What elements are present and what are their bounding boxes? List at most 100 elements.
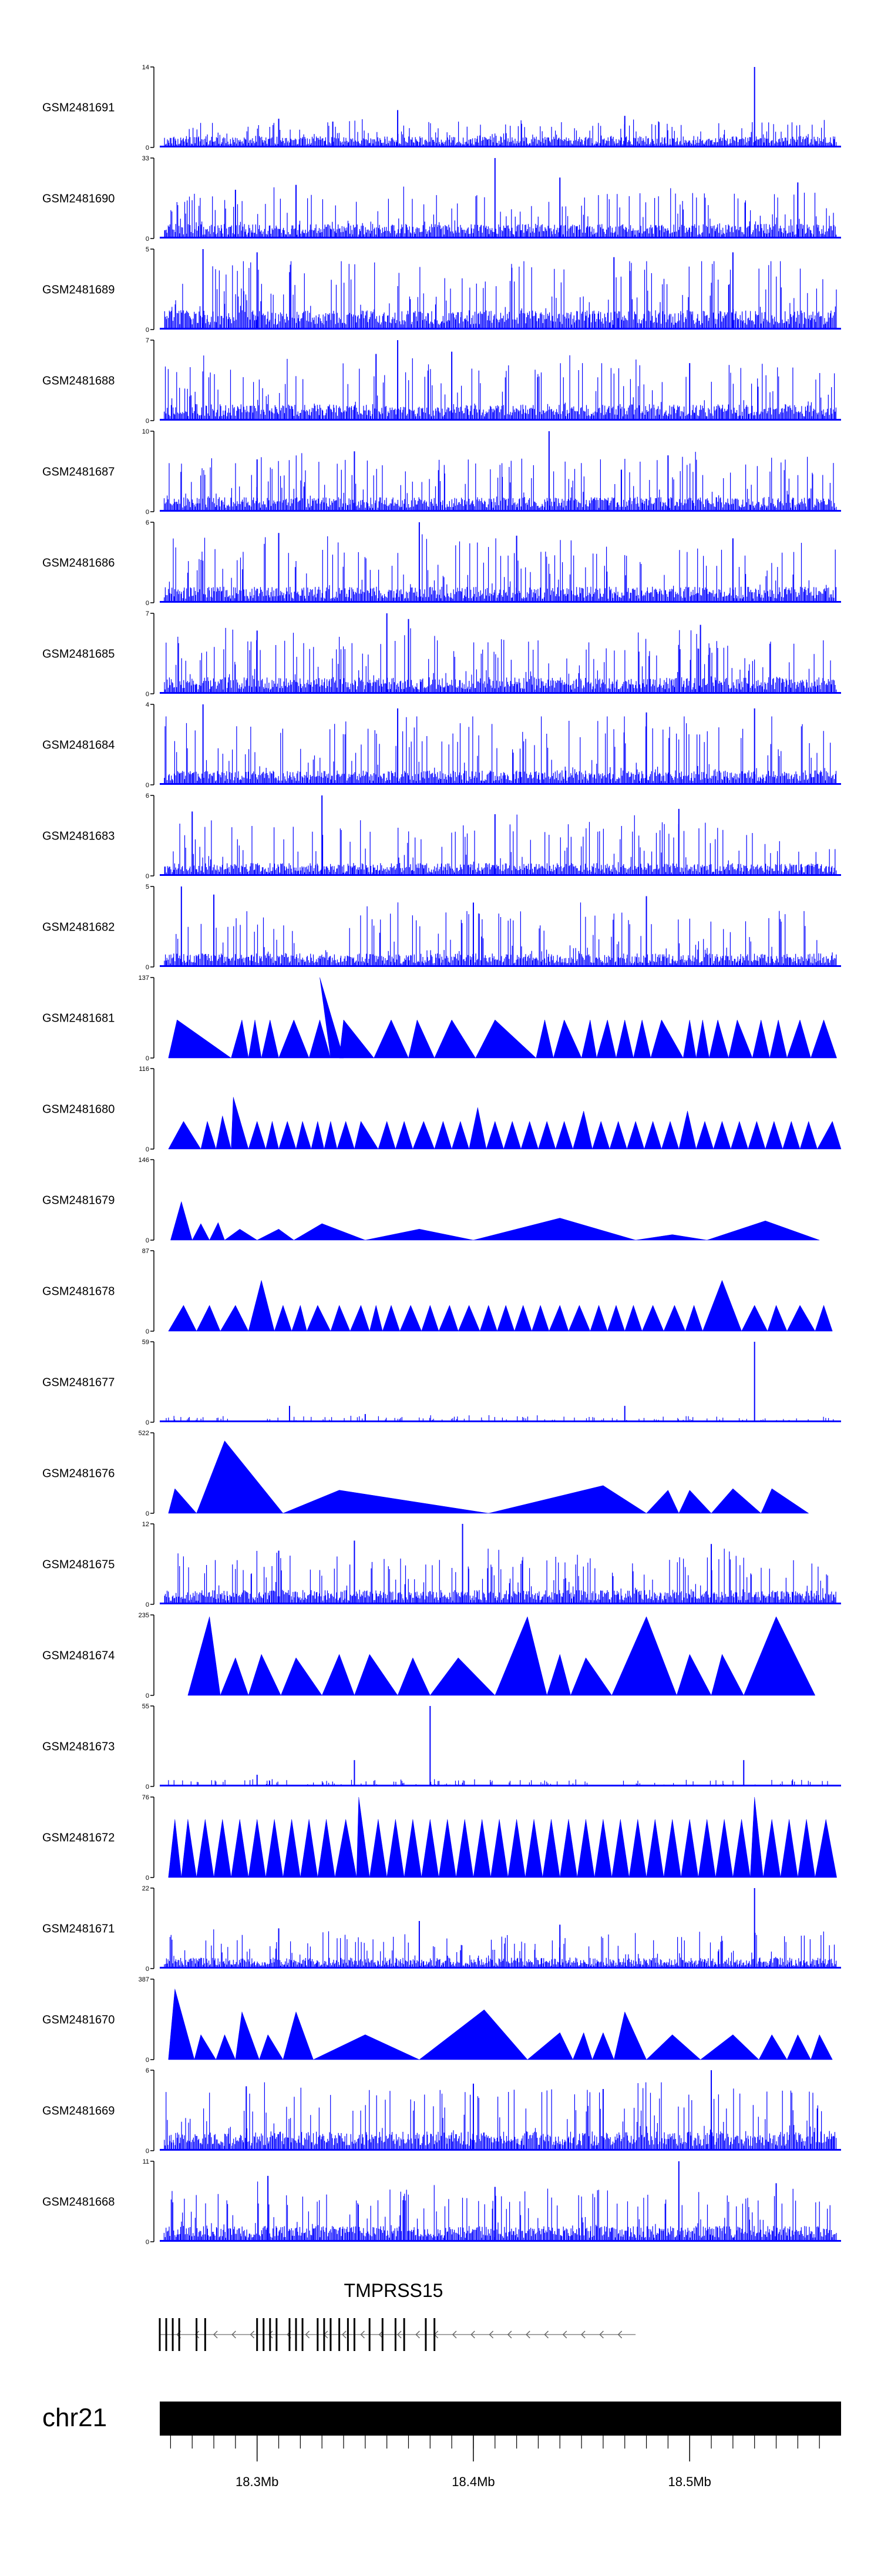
y-axis-max-label: 76 <box>142 1794 149 1801</box>
coverage-signal <box>164 902 837 967</box>
coverage-baseline <box>160 2149 841 2151</box>
coverage-triangle <box>293 1223 365 1241</box>
coverage-triangle <box>663 1819 681 1878</box>
coverage-baseline <box>160 1603 841 1604</box>
gene-exon <box>269 2318 271 2351</box>
track-GSM2481681: GSM2481681 137 0 <box>42 975 837 1062</box>
coverage-triangle <box>216 1116 231 1150</box>
coverage-triangle <box>700 2034 759 2060</box>
track-GSM2481689: GSM2481689 5 0 <box>42 246 841 334</box>
y-axis-max-label: 7 <box>146 337 149 344</box>
coverage-triangle <box>473 1218 636 1241</box>
gene-exon <box>288 2318 291 2351</box>
gene-exon <box>159 2318 161 2351</box>
coverage-triangle <box>317 1819 335 1878</box>
coverage-triangle <box>507 1819 526 1878</box>
coverage-baseline <box>160 1967 841 1969</box>
coverage-triangle <box>709 1019 729 1059</box>
coverage-triangle <box>741 1305 768 1332</box>
coverage-triangle <box>196 1819 214 1878</box>
coverage-triangle <box>408 1019 435 1059</box>
coverage-triangle <box>187 1616 221 1696</box>
coverage-triangle <box>378 1120 396 1150</box>
coverage-triangle <box>782 1120 801 1150</box>
coverage-triangle <box>295 1120 312 1150</box>
y-axis-min-label: 0 <box>146 2148 149 2155</box>
coverage-triangle <box>280 1657 322 1696</box>
gene-exon <box>425 2318 427 2351</box>
coverage-triangle <box>681 1819 699 1878</box>
gene-exon <box>347 2318 349 2351</box>
coverage-baseline <box>160 419 841 421</box>
coverage-triangle <box>609 1120 627 1150</box>
coverage-triangle <box>231 1097 249 1150</box>
coverage-triangle <box>732 1819 751 1878</box>
coverage-triangle <box>635 1234 707 1241</box>
coverage-triangle <box>525 1819 543 1878</box>
y-axis-max-label: 387 <box>139 1976 149 1983</box>
track-GSM2481668: GSM2481668 11 0 <box>42 2158 841 2246</box>
coverage-triangle <box>767 1305 788 1332</box>
coverage-baseline <box>160 1785 841 1786</box>
gene-exon <box>256 2318 258 2351</box>
coverage-triangle <box>283 1819 301 1878</box>
y-axis-min-label: 0 <box>146 873 149 880</box>
track-GSM2481679: GSM2481679 146 0 <box>42 1157 820 1244</box>
track-GSM2481690: GSM2481690 33 0 <box>42 155 841 243</box>
y-axis-min-label: 0 <box>146 145 149 152</box>
coverage-triangle <box>758 2034 788 2060</box>
y-axis-max-label: 5 <box>146 884 149 891</box>
y-axis-max-label: 87 <box>142 1248 149 1255</box>
coverage-triangle <box>330 1305 351 1332</box>
coverage-triangle <box>458 1305 480 1332</box>
track-label: GSM2481688 <box>42 375 115 388</box>
coverage-triangle <box>711 1488 762 1514</box>
coverage-triangle <box>546 1654 571 1696</box>
coverage-signal <box>164 186 837 239</box>
y-axis-max-label: 137 <box>139 975 149 982</box>
coverage-triangle <box>815 1305 833 1332</box>
coverage-triangle <box>386 1819 405 1878</box>
coverage-triangle <box>168 1019 232 1059</box>
coverage-triangle <box>429 1657 496 1696</box>
track-GSM2481671: GSM2481671 22 0 <box>42 1885 841 1973</box>
coverage-triangle <box>456 1819 474 1878</box>
coverage-triangle <box>645 2034 701 2060</box>
coverage-triangle <box>473 1819 491 1878</box>
coverage-triangle <box>337 1120 355 1150</box>
track-label: GSM2481671 <box>42 1923 115 1936</box>
coverage-triangle <box>168 1488 197 1514</box>
y-axis-max-label: 12 <box>142 1521 149 1528</box>
track-GSM2481678: GSM2481678 87 0 <box>42 1248 833 1335</box>
track-GSM2481684: GSM2481684 4 0 <box>42 701 841 789</box>
coverage-baseline <box>160 601 841 603</box>
gene-exon <box>338 2318 341 2351</box>
coverage-baseline <box>160 510 841 512</box>
coverage-triangle <box>663 1305 686 1332</box>
coverage-triangle <box>799 1120 818 1150</box>
gene-exon <box>394 2318 396 2351</box>
coverage-triangle <box>713 1120 731 1150</box>
coverage-triangle <box>300 1819 318 1878</box>
gene-exon <box>178 2318 180 2351</box>
coverage-triangle <box>399 1305 422 1332</box>
coverage-triangle <box>596 1019 617 1059</box>
y-axis-max-label: 10 <box>142 428 149 435</box>
coverage-triangle <box>570 1657 613 1696</box>
y-axis-max-label: 14 <box>142 64 149 71</box>
coverage-triangle <box>248 1019 262 1059</box>
coverage-triangle <box>811 1019 837 1059</box>
coverage-triangle <box>224 1228 258 1241</box>
coverage-triangle <box>678 1110 697 1150</box>
y-axis-min-label: 0 <box>146 1692 149 1700</box>
coverage-triangle <box>421 1305 439 1332</box>
coverage-triangle <box>614 2011 647 2060</box>
coverage-triangle <box>395 1120 413 1150</box>
y-axis-max-label: 7 <box>146 610 149 617</box>
coverage-baseline <box>160 1420 841 1422</box>
coverage-triangle <box>568 1305 591 1332</box>
track-label: GSM2481684 <box>42 739 115 752</box>
strand-arrow <box>489 2330 494 2339</box>
track-GSM2481687: GSM2481687 10 0 <box>42 428 841 516</box>
gene-exon <box>433 2318 436 2351</box>
